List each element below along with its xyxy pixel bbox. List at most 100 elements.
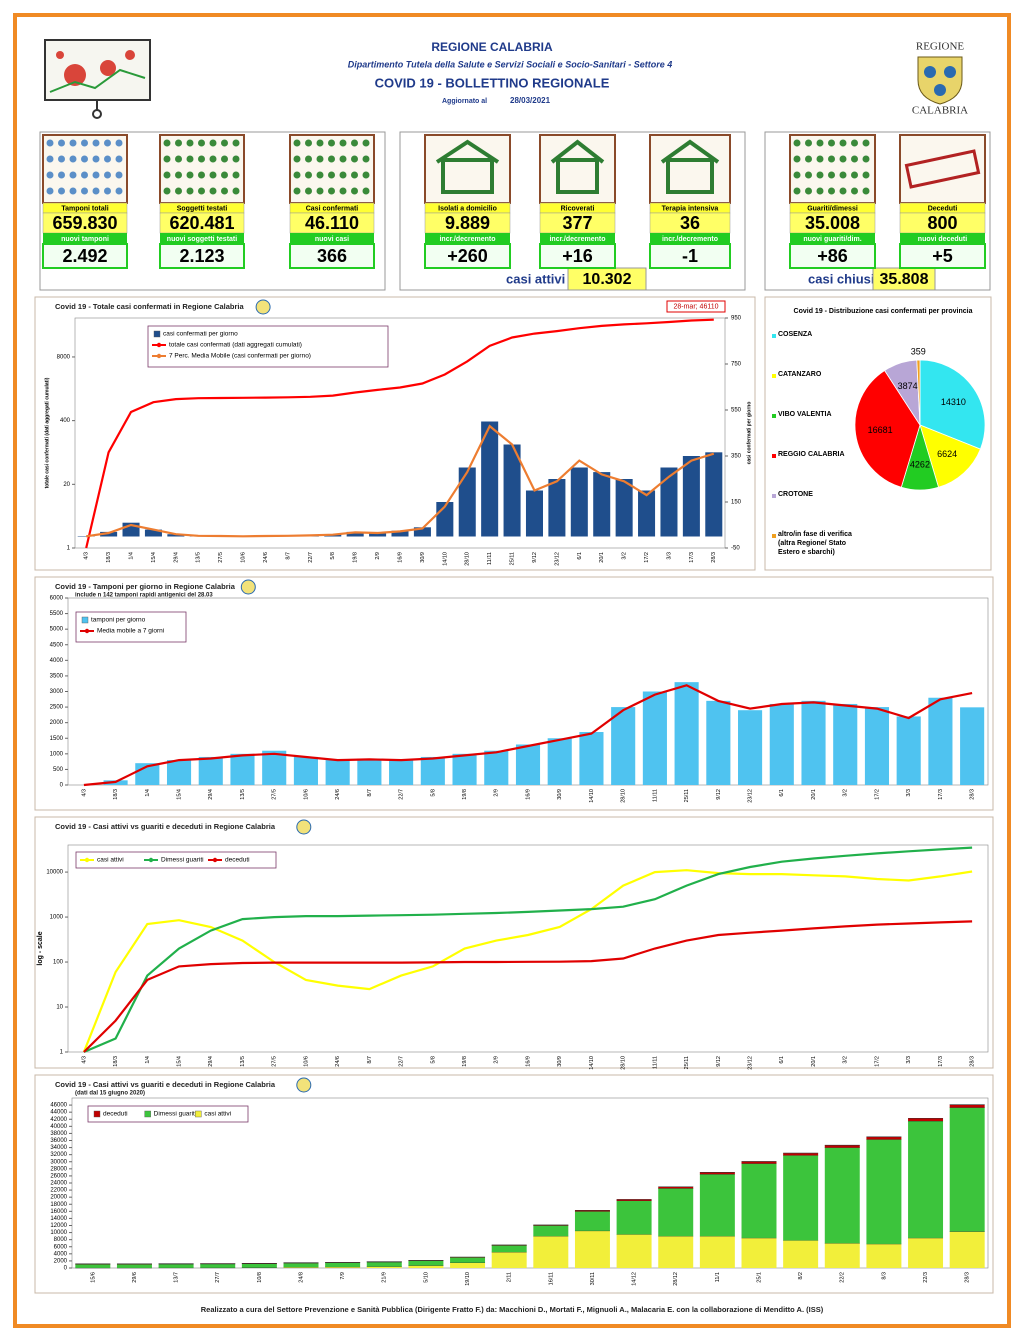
annotation-box [666, 300, 726, 313]
stat-subvalue-bg [899, 243, 986, 269]
line [85, 318, 714, 549]
logo-shield [917, 56, 963, 105]
icon-person [92, 155, 100, 163]
legend-dot [148, 857, 154, 863]
x-tick-label: 8/7 [367, 1056, 373, 1064]
bar-segment [408, 1265, 444, 1268]
x-tick-label: 8/2 [798, 1272, 804, 1280]
y-tick-label: 10 [56, 1005, 63, 1011]
legend-label: tamponi per giorno [91, 617, 146, 624]
bar [769, 703, 794, 785]
bar-segment [533, 1236, 569, 1268]
bar [262, 750, 287, 785]
bar [682, 456, 700, 537]
bar [391, 530, 409, 537]
chart-title: Covid 19 - Totale casi confermati in Reg… [55, 302, 244, 311]
stat-sublabel-bg [650, 233, 730, 244]
icon-person [175, 139, 182, 147]
y-tick-label: 2000 [54, 1258, 68, 1264]
bar-segment [574, 1230, 610, 1268]
y-tick-label: 1 [67, 546, 71, 552]
bar-segment [450, 1262, 486, 1268]
x-tick-label: 25/11 [510, 552, 516, 565]
updated-label: Aggiornato al [442, 98, 487, 105]
icon-person [175, 171, 182, 179]
stat-subvalue: +260 [447, 246, 488, 266]
x-tick-label: 14/10 [442, 552, 448, 566]
y-tick-label: 3000 [50, 689, 64, 695]
legend-swatch [93, 1110, 101, 1118]
x-tick-label: 6/1 [577, 552, 583, 560]
icon-person [58, 139, 65, 147]
legend-label: 7 Perc. Media Mobile (casi confermati pe… [169, 353, 311, 360]
chart-title: Covid 19 - Tamponi per giorno in Regione… [55, 582, 236, 591]
pie-slice [919, 424, 981, 488]
bar-segment [366, 1266, 402, 1268]
pie-slice [854, 369, 921, 488]
bar-segment [824, 1145, 860, 1148]
icon-person [305, 171, 312, 179]
x-tick-label: 11/11 [652, 1056, 658, 1069]
icon-person [209, 139, 217, 147]
pie-slice [919, 359, 986, 450]
icon-person [316, 139, 324, 147]
icon-person [839, 171, 847, 179]
icon-person [81, 187, 88, 195]
chart-title: Covid 19 - Casi attivi vs guariti e dece… [55, 1080, 276, 1089]
legend-dot [84, 857, 90, 863]
icon-person [362, 187, 370, 195]
x-tick-label: 23/12 [554, 552, 560, 566]
bar [928, 697, 953, 785]
icon-person [793, 187, 801, 195]
x-tick-label: 22/3 [923, 1272, 929, 1283]
legend-label: totale casi confermati (dati aggregati c… [169, 342, 302, 349]
x-tick-label: 14/10 [589, 789, 595, 803]
y-tick-label: 24000 [50, 1181, 67, 1187]
icon-person [805, 155, 812, 163]
chart-title: Covid 19 - Casi attivi vs guariti e dece… [55, 822, 276, 831]
stat-subvalue-bg [424, 243, 511, 269]
bar [833, 703, 858, 785]
legend-label-box: CATANZARO [778, 371, 821, 378]
bar-segment [533, 1224, 569, 1226]
x-tick-label: 27/5 [272, 789, 278, 800]
legend-label: VIBO VALENTIA [778, 411, 832, 418]
bar-segment [949, 1107, 985, 1232]
stat-value: 659.830 [52, 213, 117, 233]
icon-person [46, 155, 54, 163]
x-tick-label: 4/3 [81, 1056, 87, 1064]
legend-swatch [772, 494, 776, 498]
bar [369, 533, 387, 537]
bar-segment [658, 1236, 694, 1268]
bar [484, 750, 509, 785]
x-tick-label: 15/4 [151, 552, 157, 563]
icon-person [305, 187, 312, 195]
x-tick-label: 24/6 [335, 1056, 341, 1067]
x-tick-label: 9/12 [532, 552, 538, 563]
icon-person [839, 139, 847, 147]
y-tick-label: 36000 [50, 1138, 67, 1144]
stat-sublabel: nuovi soggetti testati [167, 236, 237, 243]
stat-subvalue: +16 [562, 246, 593, 266]
y-tick-label: 14000 [50, 1216, 67, 1222]
active-value: 10.302 [583, 271, 632, 288]
bar-segment [658, 1188, 694, 1237]
icon-person [816, 155, 824, 163]
bar [100, 531, 118, 537]
legend-label: Media mobile a 7 giorni [97, 628, 164, 635]
bar-segment [783, 1155, 819, 1241]
legend-label: altro/in fase di verifica (altra Regione… [778, 531, 852, 556]
icon-person [163, 155, 171, 163]
legend-swatch [772, 374, 776, 378]
icon-person [862, 171, 870, 179]
bar [144, 529, 162, 537]
x-tick-label: 29/4 [208, 1056, 214, 1067]
bar-segment [699, 1174, 735, 1237]
stat-icon [899, 134, 986, 204]
icon-person [339, 187, 347, 195]
x-tick-label: 28/12 [673, 1272, 679, 1286]
stat-subvalue: -1 [682, 246, 698, 266]
icon-person [362, 155, 370, 163]
legend-box [75, 611, 187, 643]
y-tick-label: 30000 [50, 1159, 67, 1165]
